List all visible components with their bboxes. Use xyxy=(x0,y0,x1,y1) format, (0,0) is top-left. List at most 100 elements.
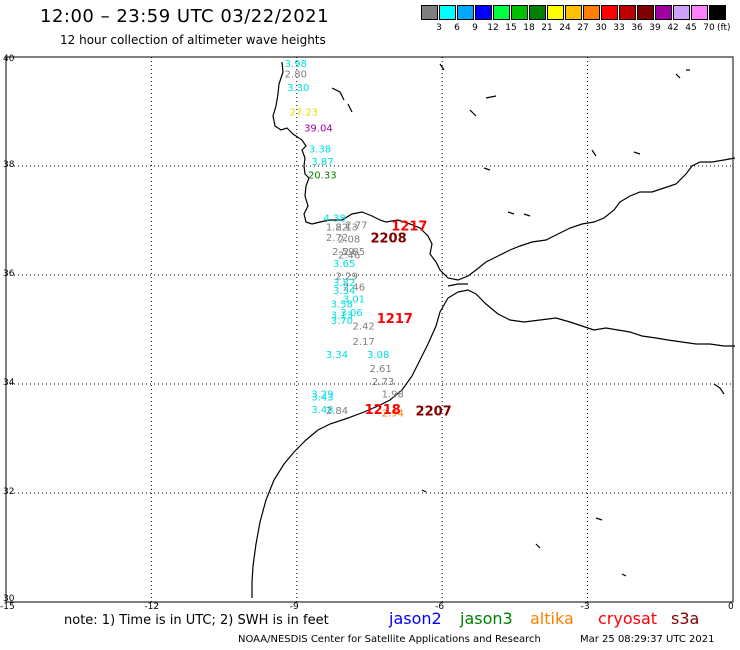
coastline-fragment xyxy=(347,103,353,113)
latitude-label: 32 xyxy=(3,487,15,497)
colorbar-swatch xyxy=(619,5,636,20)
wave-height-label: 2.84 xyxy=(326,406,348,417)
wave-height-label: 2.17 xyxy=(353,337,375,348)
colorbar-swatch xyxy=(637,5,654,20)
colorbar-label: 6 xyxy=(454,23,460,33)
coastline-fragment xyxy=(507,211,515,215)
wave-height-label: 1.98 xyxy=(382,390,404,401)
wave-height-label: 2208 xyxy=(370,231,406,246)
wave-height-label: 3.48 xyxy=(311,405,333,416)
longitude-label: -3 xyxy=(580,602,590,612)
colorbar-label: 45 xyxy=(685,23,697,33)
wave-height-label: 3.34 xyxy=(326,350,348,361)
colorbar-swatch xyxy=(565,5,582,20)
wave-height-label: 3.87 xyxy=(311,157,333,168)
wave-height-label: 2.29 xyxy=(336,271,358,282)
legend-item-cryosat: cryosat xyxy=(598,609,658,628)
longitude-label: -12 xyxy=(144,602,160,612)
colorbar-swatch xyxy=(655,5,672,20)
wave-height-label: 20.33 xyxy=(308,171,337,182)
latitude-label: 38 xyxy=(3,160,15,170)
colorbar-unit: (ft) xyxy=(717,23,731,33)
longitude-label: -15 xyxy=(0,602,15,612)
colorbar-label: 9 xyxy=(472,23,478,33)
wave-height-label: 2.61 xyxy=(370,364,392,375)
colorbar-swatch xyxy=(601,5,618,20)
wave-height-label: 3.08 xyxy=(367,350,389,361)
coastline-fragment xyxy=(421,489,427,493)
colorbar-label: 27 xyxy=(577,23,589,33)
wave-height-label: 2.85 xyxy=(343,247,365,258)
colorbar-swatch xyxy=(439,5,456,20)
colorbar-label: 70 xyxy=(703,23,715,33)
wave-height-label: 2207 xyxy=(416,405,452,420)
wave-height-label: 3.29 xyxy=(311,390,333,401)
graticule xyxy=(6,57,733,602)
colorbar-swatch xyxy=(709,5,726,20)
legend-item-altika: altika xyxy=(530,609,574,628)
wave-height-label: 3.65 xyxy=(333,259,355,270)
wave-height-label: 1217 xyxy=(377,312,413,327)
colorbar-swatch xyxy=(547,5,564,20)
wave-height-label: 3.98 xyxy=(285,59,307,70)
colorbar-swatch xyxy=(421,5,438,20)
wave-height-label: 27.23 xyxy=(290,107,319,118)
longitude-label: -6 xyxy=(435,602,445,612)
coastline-fragment xyxy=(675,73,681,79)
map-frame xyxy=(5,56,734,603)
wave-height-label: 2.46 xyxy=(338,251,360,262)
coastline-portugal xyxy=(272,61,313,225)
wave-height-label: 1.82 xyxy=(326,222,348,233)
colorbar-label: 21 xyxy=(541,23,553,33)
wave-height-label: 3.58 xyxy=(331,300,353,311)
latitude-label: 30 xyxy=(3,594,15,604)
colorbar-label: 39 xyxy=(649,23,661,33)
colorbar-swatch xyxy=(493,5,510,20)
wave-height-label: 4.38 xyxy=(323,214,345,225)
colorbar-swatch xyxy=(529,5,546,20)
legend-item-s3a: s3a xyxy=(671,609,700,628)
colorbar-label: 33 xyxy=(613,23,625,33)
colorbar-label: 12 xyxy=(487,23,499,33)
coastline xyxy=(251,61,736,598)
colorbar-label: 36 xyxy=(631,23,643,33)
wave-height-label: 2.73 xyxy=(372,377,394,388)
wave-height-label: 3.06 xyxy=(340,308,362,319)
coastline-north-africa xyxy=(457,289,735,347)
coastline-fragment xyxy=(535,543,541,549)
wave-height-label: 1218 xyxy=(365,403,401,418)
wave-height-label: 2.46 xyxy=(343,282,365,293)
latitude-label: 34 xyxy=(3,378,15,388)
coastline-fragment xyxy=(713,383,725,395)
coastline-fragment xyxy=(485,95,497,99)
coastline-fragment xyxy=(633,151,641,155)
wave-height-label: 3.38 xyxy=(309,144,331,155)
coastline-fragment xyxy=(591,149,597,157)
wave-height-label: 2.13 xyxy=(336,222,358,233)
wave-height-label: 3.82 xyxy=(333,278,355,289)
colorbar-label: 30 xyxy=(595,23,607,33)
latitude-label: 36 xyxy=(3,269,15,279)
wave-height-label: 2.80 xyxy=(285,70,307,81)
wave-height-label: 2.77 xyxy=(345,221,367,232)
longitude-label: -9 xyxy=(289,602,299,612)
wave-height-label: 2.08 xyxy=(338,234,360,245)
colorbar-swatch xyxy=(511,5,528,20)
footer-note: note: 1) Time is in UTC; 2) SWH is in fe… xyxy=(64,613,329,628)
wave-height-label: 2.59 xyxy=(332,247,354,258)
wave-height-label: 3.34 xyxy=(333,286,355,297)
coastline-fragment xyxy=(595,517,603,521)
colorbar-swatch xyxy=(691,5,708,20)
legend-item-jason3: jason3 xyxy=(460,609,513,628)
coastline-morocco xyxy=(251,291,459,598)
colorbar-label: 42 xyxy=(667,23,679,33)
coastline-iberia-south xyxy=(311,157,736,281)
legend-item-jason2: jason2 xyxy=(389,609,442,628)
wave-height-label: 39.04 xyxy=(304,124,333,135)
wave-height-label: 3.01 xyxy=(343,294,365,305)
coastline-fragment xyxy=(523,213,531,217)
map-title: 12:00 – 23:59 UTC 03/22/2021 xyxy=(40,6,330,27)
colorbar-swatch xyxy=(457,5,474,20)
wave-height-label: 3.43 xyxy=(311,392,333,403)
